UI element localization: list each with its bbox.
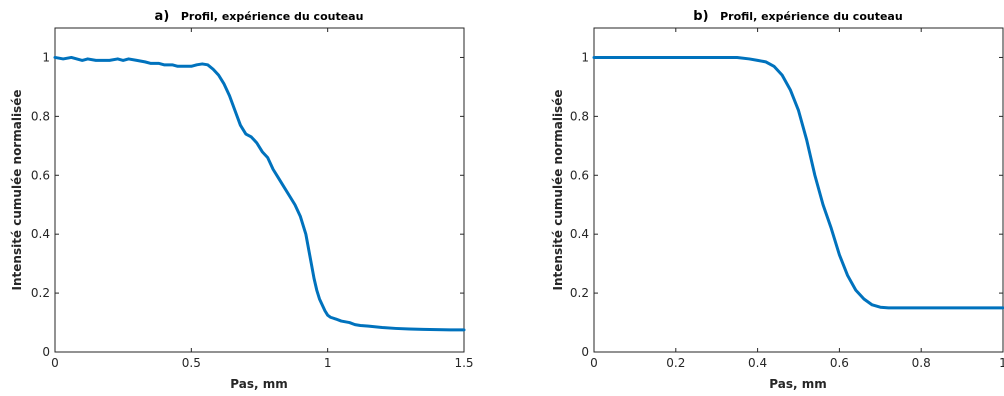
panel-b-plot-area (593, 27, 1004, 353)
panel-b-y-tick-label: 0.8 (570, 109, 589, 123)
panel-b-y-axis-label: Intensité cumulée normalisée (551, 90, 565, 291)
panel-a-x-axis-label: Pas, mm (230, 377, 287, 391)
panel-b-ticks: 0 0.2 0.4 0.6 0.8 1 0 0.2 0.4 0.6 0.8 1 (570, 28, 1004, 370)
panel-a-y-tick-label: 0.4 (31, 227, 50, 241)
panel-a-series-line (53, 55, 466, 332)
panel-a-x-tick-label: 0 (51, 356, 59, 370)
panel-b-y-tick-label: 0.2 (570, 286, 589, 300)
panel-b-x-axis-label: Pas, mm (769, 377, 826, 391)
panel-a-x-tick-label: 1.5 (454, 356, 473, 370)
panel-a-letter: a) (155, 9, 170, 24)
panel-b-x-tick-label: 0.4 (748, 356, 767, 370)
panel-b-x-tick-label: 0.2 (666, 356, 685, 370)
panel-a-x-tick-label: 1 (324, 356, 332, 370)
panel-a: a) Profil, expérience du couteau 0 0.5 1 1.… (10, 5, 474, 391)
panel-b-y-tick-label: 0.4 (570, 227, 589, 241)
panel-a-title: a) Profil, expérience du couteau (155, 5, 364, 24)
panel-b-x-tick-label: 0.6 (830, 356, 849, 370)
panel-a-y-tick-label: 0.6 (31, 168, 50, 182)
panel-b-y-tick-label: 1 (581, 50, 589, 64)
panel-a-y-tick-label: 0.2 (31, 286, 50, 300)
panel-b-x-tick-label: 0.8 (912, 356, 931, 370)
panel-b: b) Profil, expérience du couteau 0 0.2 0.4… (551, 5, 1004, 391)
panel-a-y-tick-label: 0 (42, 345, 50, 359)
panel-a-y-axis-label: Intensité cumulée normalisée (10, 90, 24, 291)
panel-a-x-tick-label: 0.5 (182, 356, 201, 370)
panel-a-ticks: 0 0.5 1 1.5 0 0.2 0.4 0.6 0.8 1 (31, 28, 474, 370)
panel-b-y-tick-label: 0.6 (570, 168, 589, 182)
panel-a-plot-area (54, 27, 465, 353)
panel-b-x-tick-label: 1 (999, 356, 1004, 370)
panel-b-title: b) Profil, expérience du couteau (693, 5, 902, 24)
panel-b-y-tick-label: 0 (581, 345, 589, 359)
panel-a-y-tick-label: 0.8 (31, 109, 50, 123)
panel-a-title-text: Profil, expérience du couteau (181, 10, 364, 23)
panel-b-title-text: Profil, expérience du couteau (720, 10, 903, 23)
panel-b-series-line (592, 55, 1004, 310)
panel-b-x-tick-label: 0 (590, 356, 598, 370)
panel-a-y-tick-label: 1 (42, 50, 50, 64)
panel-b-letter: b) (693, 9, 708, 24)
